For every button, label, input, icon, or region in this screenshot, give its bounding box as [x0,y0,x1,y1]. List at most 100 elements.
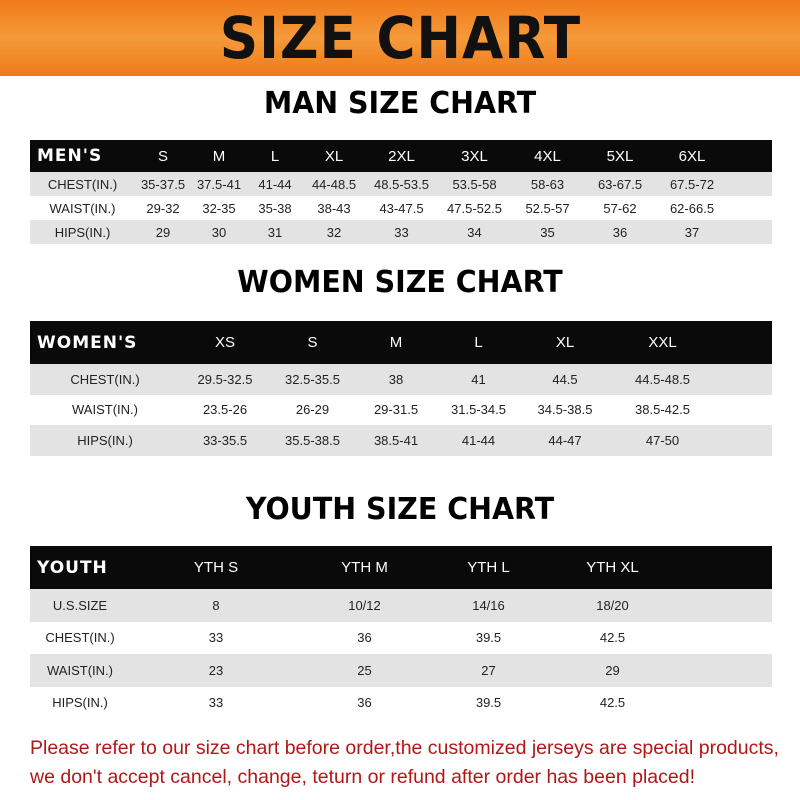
size-header: 6XL [656,140,728,172]
empty-cell [675,686,772,719]
title-banner: SIZE CHART [0,0,800,76]
measurement-label: HIPS(IN.) [30,220,135,244]
measurement-value: 42.5 [550,621,675,654]
measurement-value: 47-50 [610,425,715,456]
empty-cell [675,589,772,622]
youth-size-table: YOUTH YTH S YTH M YTH L YTH XL U.S.SIZE 8 10/12… [30,546,772,719]
measurement-value: 38-43 [303,196,365,220]
empty-cell [715,321,772,364]
measurement-value: 39.5 [427,686,550,719]
youth-section-title: YOUTH SIZE CHART [245,492,555,527]
measurement-value: 29-31.5 [355,394,437,425]
table-row: CHEST(IN.) 35-37.5 37.5-41 41-44 44-48.5 48.5… [30,172,772,196]
measurement-value: 35-37.5 [135,172,191,196]
table-row: WAIST(IN.) 23.5-26 26-29 29-31.5 31.5-34.5 34… [30,394,772,425]
measurement-value: 31.5-34.5 [437,394,520,425]
size-header: XL [303,140,365,172]
measurement-value: 48.5-53.5 [365,172,438,196]
table-row: CHEST(IN.) 33 36 39.5 42.5 [30,621,772,654]
empty-cell [675,546,772,589]
measurement-label: HIPS(IN.) [30,425,180,456]
measurement-value: 23 [130,654,302,687]
measurement-value: 33 [365,220,438,244]
empty-cell [675,654,772,687]
size-header: 2XL [365,140,438,172]
table-row: CHEST(IN.) 29.5-32.5 32.5-35.5 38 41 44.5 44.5… [30,364,772,395]
men-section-title: MAN SIZE CHART [263,86,537,121]
measurement-value: 32 [303,220,365,244]
measurement-value: 44-47 [520,425,610,456]
measurement-value: 33 [130,621,302,654]
measurement-value: 35-38 [247,196,303,220]
measurement-label: U.S.SIZE [30,589,130,622]
measurement-value: 34.5-38.5 [520,394,610,425]
empty-cell [715,394,772,425]
measurement-value: 33 [130,686,302,719]
measurement-value: 47.5-52.5 [438,196,511,220]
notice-line-1: Please refer to our size chart before or… [30,737,779,759]
size-header: 5XL [584,140,656,172]
measurement-value: 43-47.5 [365,196,438,220]
women-section-title: WOMEN SIZE CHART [237,265,563,300]
table-row: HIPS(IN.) 33 36 39.5 42.5 [30,686,772,719]
table-row: WAIST(IN.) 23 25 27 29 [30,654,772,687]
size-header: M [191,140,247,172]
men-size-table: MEN'S S M L XL 2XL 3XL 4XL 5XL 6XL CHEST(IN.) 35-37… [30,140,772,244]
order-notice: Please refer to our size chart before or… [30,734,790,792]
table-row: U.S.SIZE 8 10/12 14/16 18/20 [30,589,772,622]
size-header: L [247,140,303,172]
measurement-value: 32.5-35.5 [270,364,355,395]
table-row: WAIST(IN.) 29-32 32-35 35-38 38-43 43-47.5 47.… [30,196,772,220]
measurement-value: 42.5 [550,686,675,719]
measurement-value: 39.5 [427,621,550,654]
page-title: SIZE CHART [219,4,581,72]
size-header: XS [180,321,270,364]
measurement-value: 25 [302,654,427,687]
measurement-value: 14/16 [427,589,550,622]
size-header: S [270,321,355,364]
row-label-header: YOUTH [30,546,130,589]
measurement-value: 58-63 [511,172,584,196]
measurement-label: HIPS(IN.) [30,686,130,719]
measurement-label: WAIST(IN.) [30,654,130,687]
empty-cell [715,425,772,456]
measurement-label: CHEST(IN.) [30,172,135,196]
size-header: YTH L [427,546,550,589]
measurement-value: 52.5-57 [511,196,584,220]
size-header: YTH S [130,546,302,589]
size-header: YTH M [302,546,427,589]
measurement-value: 44-48.5 [303,172,365,196]
measurement-value: 30 [191,220,247,244]
row-label-header: WOMEN'S [30,321,180,364]
size-header: 4XL [511,140,584,172]
measurement-value: 31 [247,220,303,244]
measurement-label: WAIST(IN.) [30,394,180,425]
row-label-header: MEN'S [30,140,135,172]
measurement-value: 36 [302,621,427,654]
measurement-value: 53.5-58 [438,172,511,196]
measurement-value: 8 [130,589,302,622]
empty-cell [728,172,772,196]
measurement-value: 36 [302,686,427,719]
empty-cell [675,621,772,654]
table-row: HIPS(IN.) 29 30 31 32 33 34 35 36 37 [30,220,772,244]
measurement-value: 37 [656,220,728,244]
measurement-value: 57-62 [584,196,656,220]
measurement-value: 29.5-32.5 [180,364,270,395]
measurement-value: 44.5 [520,364,610,395]
measurement-value: 41-44 [437,425,520,456]
header-row: WOMEN'S XS S M L XL XXL [30,321,772,364]
measurement-value: 29-32 [135,196,191,220]
measurement-label: CHEST(IN.) [30,621,130,654]
empty-cell [728,220,772,244]
measurement-value: 38.5-41 [355,425,437,456]
header-row: MEN'S S M L XL 2XL 3XL 4XL 5XL 6XL [30,140,772,172]
empty-cell [715,364,772,395]
measurement-value: 34 [438,220,511,244]
measurement-value: 29 [550,654,675,687]
size-header: L [437,321,520,364]
measurement-value: 35 [511,220,584,244]
measurement-value: 67.5-72 [656,172,728,196]
measurement-label: CHEST(IN.) [30,364,180,395]
size-header: 3XL [438,140,511,172]
